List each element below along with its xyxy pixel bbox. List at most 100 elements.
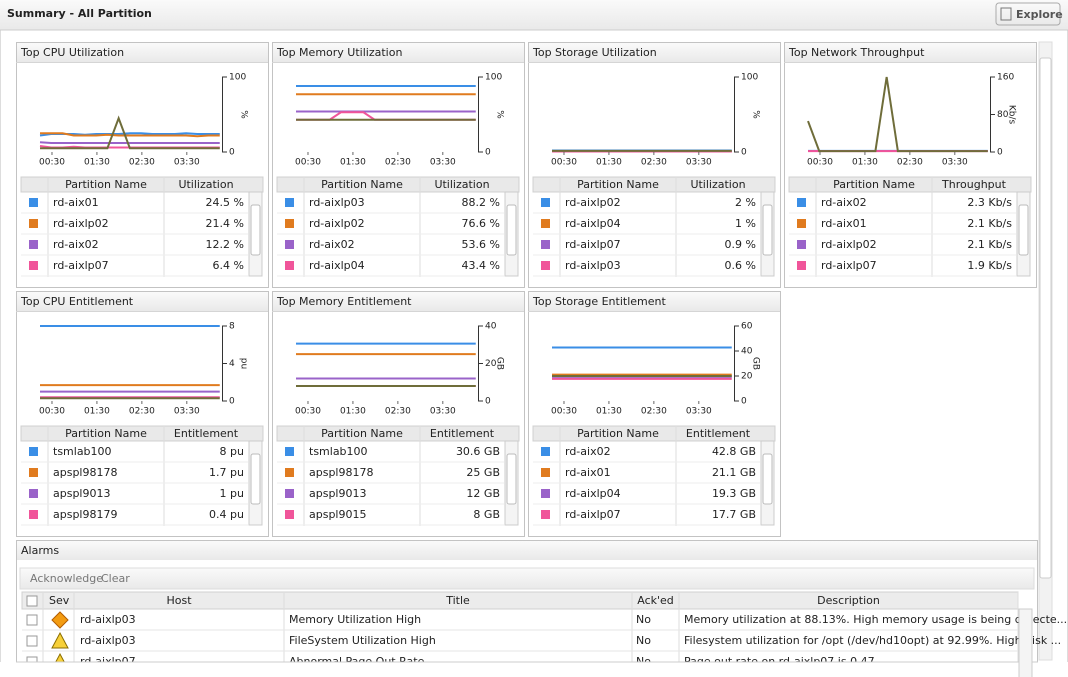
y-tick-label: 0 <box>229 148 235 158</box>
legend-swatch <box>285 240 294 249</box>
legend-swatch <box>29 510 38 519</box>
severity-icon <box>51 611 69 629</box>
column-header: Title <box>445 594 470 607</box>
y-unit-label: Kb/s <box>1007 105 1017 125</box>
partition-name: rd-aixlp02 <box>309 217 365 230</box>
x-tick-label: 00:30 <box>551 158 577 168</box>
table-scroll-thumb[interactable] <box>506 204 517 256</box>
partition-value: 30.6 GB <box>456 445 500 458</box>
alarm-title: Memory Utilization High <box>289 613 421 626</box>
column-header: Partition Name <box>833 178 915 191</box>
column-header: Partition Name <box>321 427 403 440</box>
series-line <box>39 141 220 144</box>
series-line <box>40 115 220 150</box>
column-header: Partition Name <box>577 178 659 191</box>
table-scroll-thumb[interactable] <box>250 204 261 256</box>
partition-name: apspl9013 <box>53 487 111 500</box>
bottom-mask <box>0 662 1068 677</box>
panel-header <box>17 43 268 62</box>
partition-value: 53.6 % <box>462 238 500 251</box>
alarms-toolbar <box>19 567 1035 590</box>
x-tick-label: 03:30 <box>430 158 456 168</box>
y-tick-label: 80 <box>997 110 1009 120</box>
panel <box>528 291 781 537</box>
table-scroll-thumb[interactable] <box>762 453 773 505</box>
x-tick-label: 01:30 <box>84 158 110 168</box>
legend-swatch <box>285 489 294 498</box>
partition-name: apspl9013 <box>309 487 367 500</box>
table-scroll-thumb[interactable] <box>1018 204 1029 256</box>
page-scroll-thumb[interactable] <box>1039 57 1052 579</box>
partition-name: rd-aix02 <box>53 238 99 251</box>
x-tick-label: 03:30 <box>174 407 200 417</box>
panel <box>16 42 269 288</box>
panel <box>16 291 269 537</box>
alarms-title: Alarms <box>21 544 59 557</box>
table-header <box>20 176 264 193</box>
table-scroll-thumb[interactable] <box>506 453 517 505</box>
toolbar-button[interactable]: Clear <box>101 572 130 585</box>
partition-name: apspl9015 <box>309 508 367 521</box>
y-tick-label: 100 <box>741 73 758 83</box>
legend-swatch <box>541 240 550 249</box>
legend-swatch <box>285 219 294 228</box>
column-header: Host <box>166 594 192 607</box>
y-tick-label: 8 <box>229 322 235 332</box>
y-unit-label: GB <box>751 357 761 370</box>
column-header: Ack'ed <box>637 594 674 607</box>
partition-value: 1 pu <box>220 487 244 500</box>
alarm-title: FileSystem Utilization High <box>289 634 436 647</box>
x-tick-label: 00:30 <box>807 158 833 168</box>
x-tick-label: 02:30 <box>641 407 667 417</box>
x-tick-label: 01:30 <box>852 158 878 168</box>
column-header: Throughput <box>941 178 1007 191</box>
partition-value: 88.2 % <box>462 196 500 209</box>
column-header: Partition Name <box>65 178 147 191</box>
column-header: Partition Name <box>577 427 659 440</box>
legend-swatch <box>29 261 38 270</box>
x-tick-label: 02:30 <box>385 407 411 417</box>
x-tick-label: 00:30 <box>39 407 65 417</box>
partition-value: 2 % <box>735 196 756 209</box>
table-header <box>532 425 776 442</box>
alarms-header <box>17 541 1037 560</box>
partition-value: 6.4 % <box>213 259 244 272</box>
legend-swatch <box>797 240 806 249</box>
table-header <box>20 425 264 442</box>
alarm-description: Filesystem utilization for /opt (/dev/hd… <box>684 634 1061 647</box>
column-header: Partition Name <box>65 427 147 440</box>
x-tick-label: 00:30 <box>39 158 65 168</box>
partition-value: 21.4 % <box>206 217 244 230</box>
panel-header <box>785 43 1036 62</box>
legend-swatch <box>29 468 38 477</box>
select-all-checkbox[interactable] <box>26 595 38 607</box>
row-checkbox[interactable] <box>26 614 38 626</box>
y-unit-label: pu <box>239 358 249 369</box>
partition-name: rd-aix01 <box>821 217 867 230</box>
explore-label[interactable]: Explore <box>1016 8 1063 21</box>
x-tick-label: 03:30 <box>174 158 200 168</box>
table-scroll-thumb[interactable] <box>762 204 773 256</box>
partition-name: rd-aixlp04 <box>565 217 621 230</box>
y-tick-label: 0 <box>741 148 747 158</box>
explore-icon <box>1000 7 1012 21</box>
explore-button[interactable] <box>995 2 1061 26</box>
partition-value: 42.8 GB <box>712 445 756 458</box>
y-unit-label: % <box>239 110 249 119</box>
partition-value: 0.6 % <box>725 259 756 272</box>
y-tick-label: 160 <box>997 73 1014 83</box>
partition-value: 24.5 % <box>206 196 244 209</box>
toolbar-button[interactable]: Acknowledge <box>30 572 103 585</box>
alarms-scrollbar[interactable] <box>1018 608 1033 677</box>
alarm-acked: No <box>636 613 651 626</box>
legend-swatch <box>541 489 550 498</box>
table-header <box>276 425 520 442</box>
y-tick-label: 60 <box>741 322 753 332</box>
table-scroll-thumb[interactable] <box>250 453 261 505</box>
row-checkbox[interactable] <box>26 635 38 647</box>
partition-value: 1.9 Kb/s <box>967 259 1012 272</box>
x-tick-label: 01:30 <box>340 407 366 417</box>
header-bar <box>0 0 1068 30</box>
panel <box>272 291 525 537</box>
column-header: Entitlement <box>686 427 751 440</box>
